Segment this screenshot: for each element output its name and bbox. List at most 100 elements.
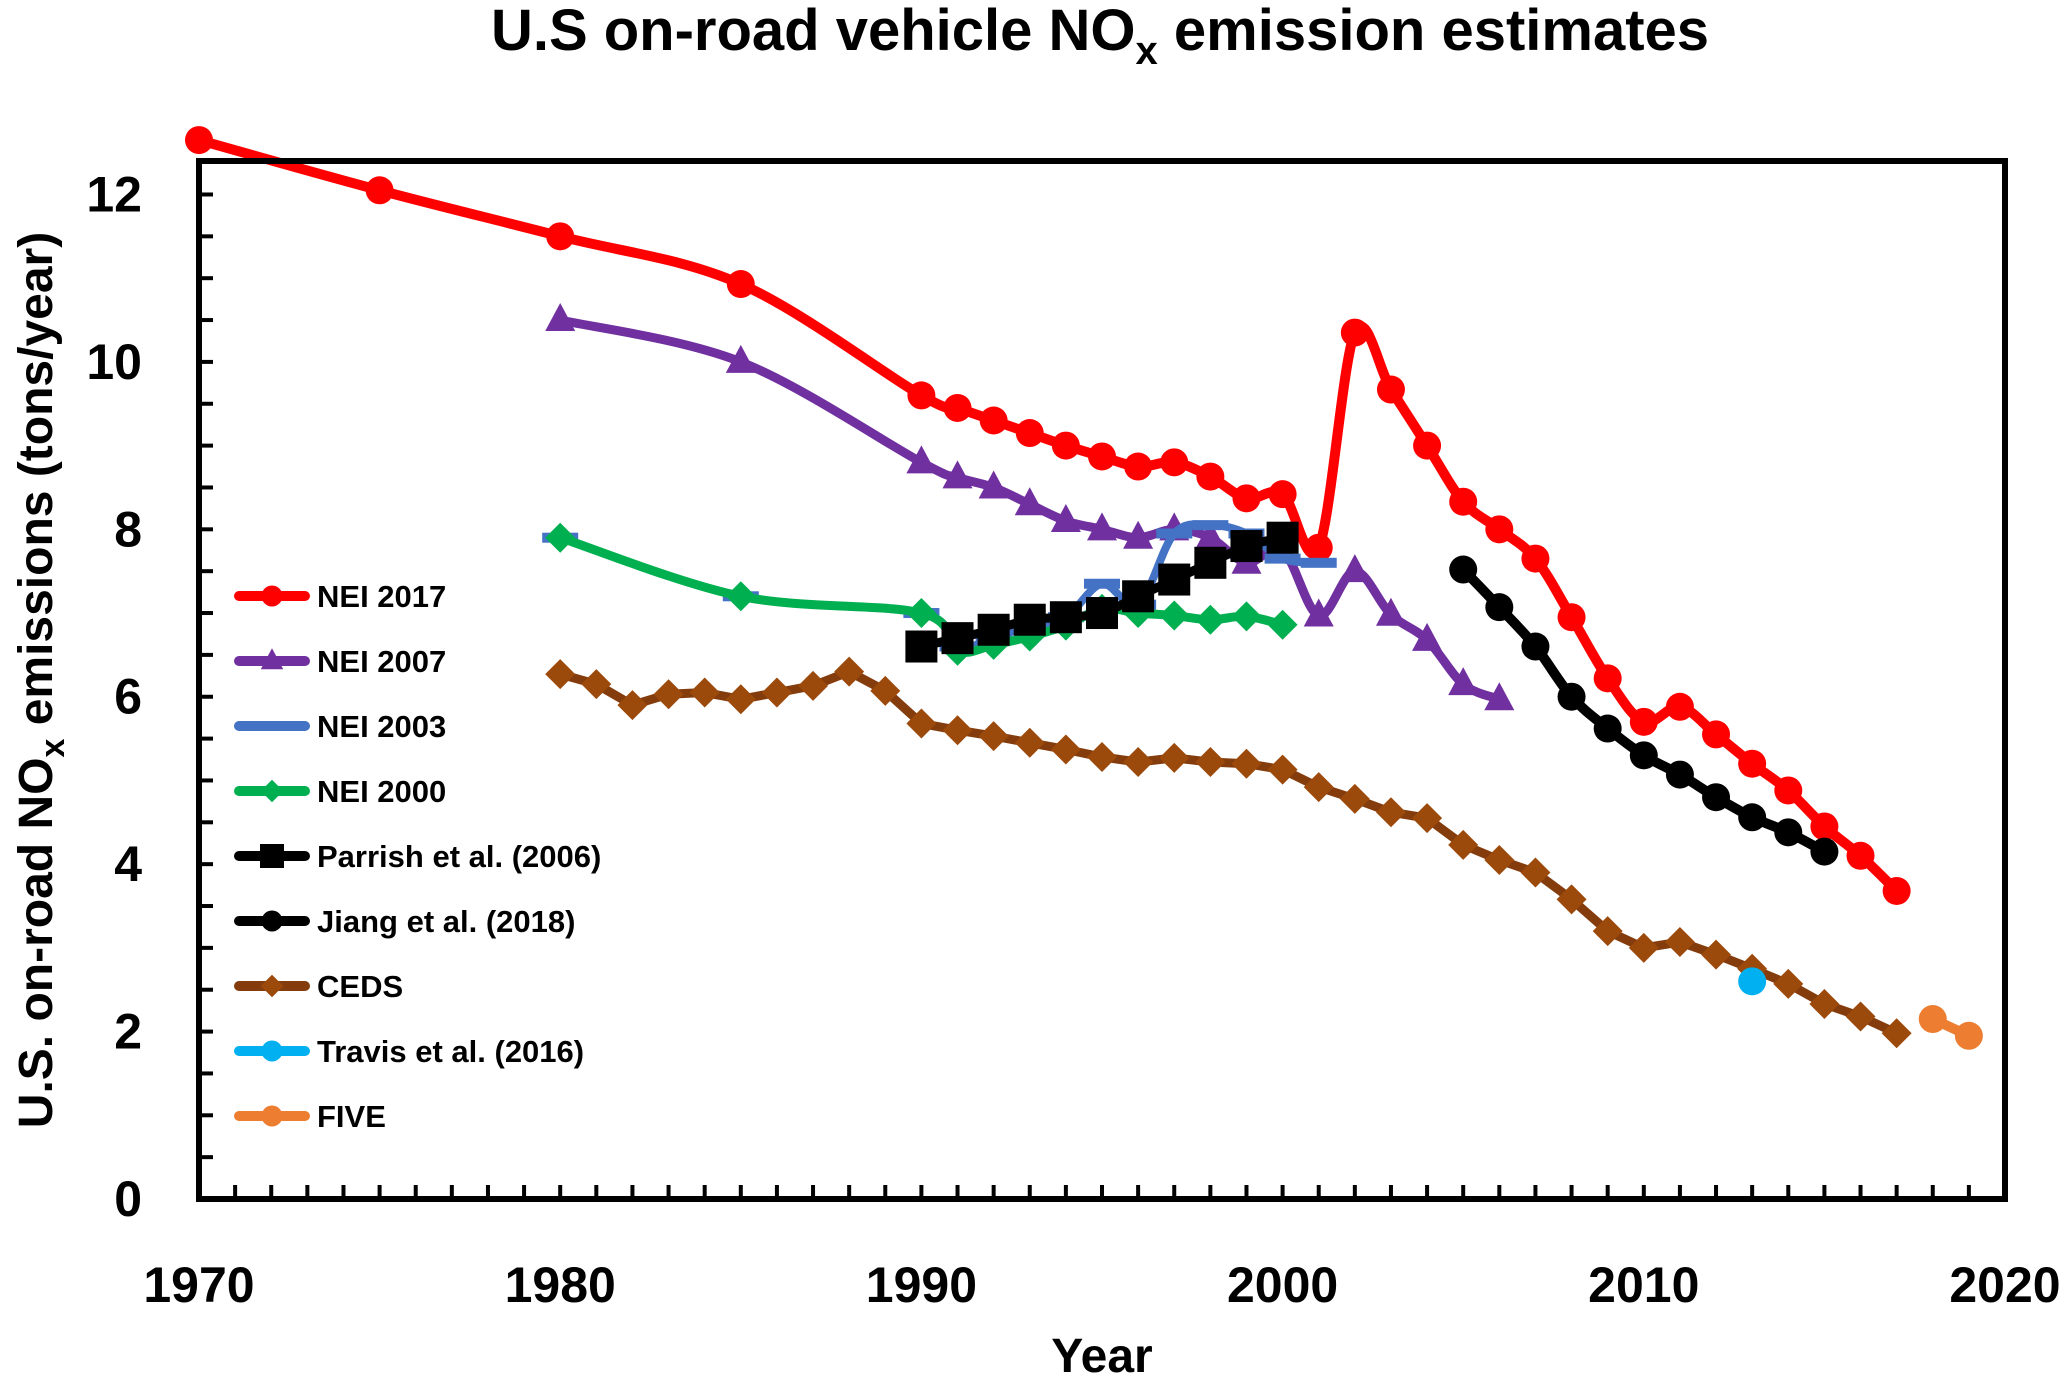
data-point [1158, 563, 1191, 596]
data-point [1086, 597, 1118, 630]
legend-item-nei-2007: NEI 2007 [234, 644, 446, 679]
data-point [1593, 714, 1622, 743]
legend-label: Jiang et al. (2018) [317, 904, 575, 939]
data-point [1124, 452, 1153, 481]
data-point [1050, 734, 1081, 765]
data-point [1159, 742, 1190, 773]
legend-label: Travis et al. (2016) [317, 1034, 584, 1069]
legend-item-travis-et-al-2016: Travis et al. (2016) [234, 1034, 584, 1069]
data-point [1015, 419, 1044, 448]
data-point [726, 270, 755, 299]
data-point [1954, 1021, 1983, 1050]
y-tick-label: 8 [114, 501, 142, 557]
legend-item-nei-2000: NEI 2000 [234, 774, 446, 809]
series-parrish-et-al-2006 [905, 521, 1299, 663]
data-point [1339, 783, 1370, 814]
data-point [1195, 747, 1226, 778]
data-point [1702, 720, 1731, 749]
plot-frame [196, 158, 2008, 1202]
data-point [977, 613, 1010, 646]
data-point [1484, 844, 1515, 875]
data-point [1738, 749, 1767, 778]
data-point [546, 222, 575, 251]
data-point [1376, 375, 1405, 404]
data-point [1628, 932, 1659, 963]
data-point [1156, 528, 1193, 539]
data-point [1556, 884, 1587, 915]
data-point [1485, 593, 1514, 622]
data-point [1592, 916, 1623, 947]
data-point [1087, 742, 1117, 773]
data-point [1049, 601, 1082, 634]
data-point [1448, 667, 1479, 696]
data-point [725, 684, 756, 715]
data-point [1593, 664, 1622, 693]
y-axis-label-main: U.S. on-road NO [10, 758, 63, 1129]
legend-swatch-marker [261, 1040, 283, 1062]
data-point [1267, 754, 1298, 785]
x-tick-label: 2020 [1949, 1257, 2060, 1313]
data-point [1557, 682, 1586, 711]
data-point [365, 176, 394, 205]
series-line [916, 533, 1288, 652]
data-point [1264, 553, 1301, 564]
data-point [1882, 876, 1911, 905]
legend-item-ceds: CEDS [234, 969, 403, 1004]
data-point [725, 581, 756, 612]
data-point [1918, 1005, 1947, 1034]
data-point [907, 381, 936, 410]
chart-title-main: U.S on-road vehicle NO [491, 0, 1136, 63]
y-tick-label: 10 [86, 334, 142, 390]
legend-swatch-marker [261, 910, 283, 932]
data-point [1303, 598, 1334, 627]
data-point [1738, 803, 1767, 832]
chart-title-subscript: x [1136, 29, 1158, 73]
data-point [1773, 968, 1804, 999]
legend-item-five: FIVE [234, 1099, 386, 1134]
data-point [1520, 857, 1551, 888]
data-point [1231, 601, 1262, 632]
y-axis-label: U.S. on-road NOx emissions (tons/year) [10, 232, 72, 1128]
data-point [1449, 555, 1478, 584]
data-point [581, 669, 612, 700]
data-point [617, 690, 648, 721]
data-point [1084, 578, 1120, 589]
data-point [942, 460, 973, 489]
data-point [1339, 554, 1370, 583]
data-point [653, 679, 684, 710]
series-travis-et-al-2016 [1738, 967, 1767, 996]
data-point [1195, 520, 1226, 549]
legend-swatch-marker [261, 1105, 283, 1127]
data-point [1087, 512, 1117, 541]
data-point [942, 715, 973, 746]
y-tick-label: 6 [114, 669, 142, 725]
legend-swatch-marker [261, 585, 283, 607]
data-point [1231, 748, 1262, 779]
data-point [1050, 503, 1081, 532]
data-point [1051, 431, 1080, 460]
data-point [1230, 530, 1263, 563]
series-jiang-et-al-2018 [1449, 555, 1839, 866]
data-point [870, 675, 901, 706]
legend-label: NEI 2000 [317, 774, 446, 809]
data-point [545, 522, 576, 553]
y-axis-label-rest: emissions (tons/year) [10, 232, 63, 739]
data-point [1664, 927, 1695, 958]
legend-label: NEI 2017 [317, 579, 446, 614]
data-point [1845, 1001, 1876, 1032]
y-axis-label-subscript: x [34, 739, 72, 758]
data-point [1448, 829, 1479, 860]
y-tick-label: 2 [114, 1004, 142, 1060]
data-point [905, 630, 938, 663]
data-point [1014, 487, 1045, 516]
x-axis-label: Year [1051, 1330, 1152, 1383]
data-point [1809, 988, 1840, 1019]
x-tick-label: 1990 [866, 1257, 977, 1313]
legend-item-parrish-et-al-2006: Parrish et al. (2006) [234, 839, 601, 874]
data-point [941, 622, 974, 655]
data-point [1159, 600, 1190, 631]
data-point [1304, 533, 1333, 562]
legend-label: NEI 2003 [317, 709, 446, 744]
data-point [979, 406, 1008, 435]
